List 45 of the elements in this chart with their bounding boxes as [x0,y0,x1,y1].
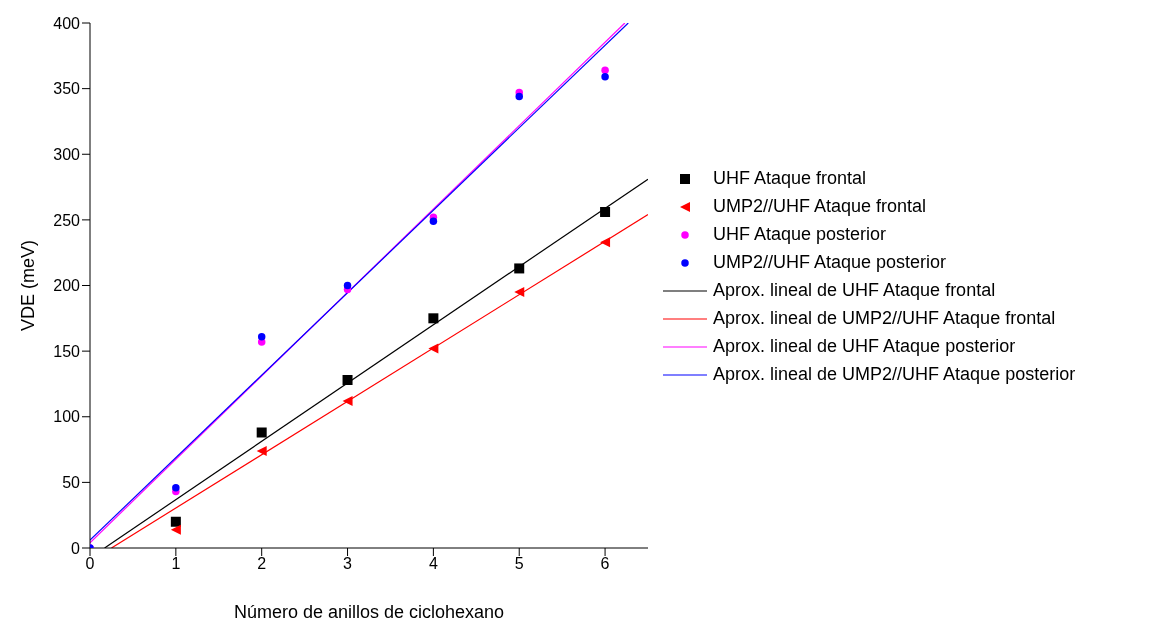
legend-label: UHF Ataque frontal [713,168,867,189]
y-tick-label: 200 [53,277,81,295]
point [170,516,181,527]
x-tick-label: 3 [343,555,353,573]
x-axis-title: Número de anillos de ciclohexano [233,602,505,622]
point [342,396,353,406]
y-tick-label: 250 [53,211,81,229]
y-tick-label: 150 [53,342,81,360]
y-tick-label: 0 [71,539,81,557]
x-tick-label: 1 [171,555,181,573]
point [428,343,439,354]
point [342,375,353,385]
y-tick-label: 50 [62,474,81,492]
point [170,524,181,535]
x-tick-label: 2 [257,555,267,573]
point [172,483,180,492]
point [429,217,438,225]
legend-label: Aprox. lineal de UMP2//UHF Ataque posterior [713,364,1076,385]
point [514,287,525,298]
y-axis-title: VDE (meV) [18,239,39,332]
legend-label: UMP2//UHF Ataque posterior [713,252,947,273]
y-tick-label: 100 [53,408,81,426]
y-tick-label: 350 [53,80,81,98]
point [343,281,352,290]
point [256,445,267,456]
y-tick-label: 300 [53,145,81,163]
x-tick-label: 6 [600,555,610,573]
point [601,66,609,74]
point [256,427,267,438]
point [601,73,609,81]
point [428,313,439,324]
point [600,207,611,217]
x-tick-label: 0 [85,555,95,573]
legend-label: UMP2//UHF Ataque frontal [713,196,927,217]
legend-label: Aprox. lineal de UHF Ataque frontal [713,280,996,301]
legend-label: UHF Ataque posterior [713,224,887,245]
point [514,263,525,274]
legend-label: Aprox. lineal de UHF Ataque posterior [713,336,1016,357]
legend-label: Aprox. lineal de UMP2//UHF Ataque frontal [713,308,1056,329]
x-tick-label: 4 [428,555,438,573]
point [515,92,523,101]
x-tick-label: 5 [514,555,524,573]
point [257,332,266,341]
point [600,237,611,248]
y-tick-label: 400 [53,14,81,32]
